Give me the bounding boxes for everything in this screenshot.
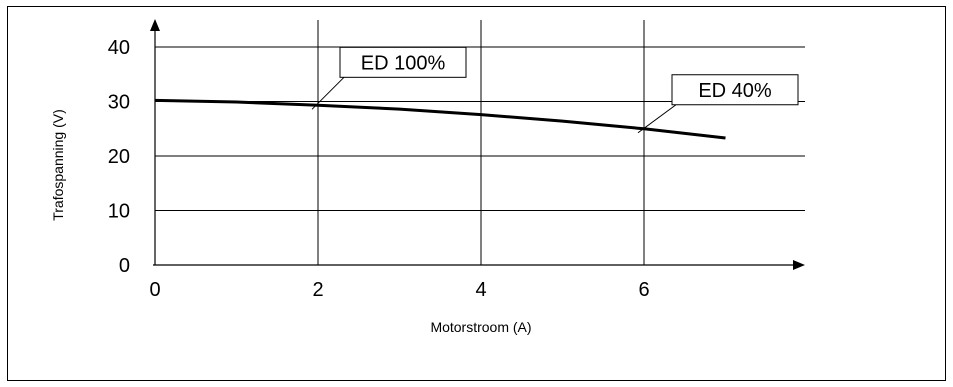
chart-frame <box>7 6 946 381</box>
annotation-leader <box>637 104 677 134</box>
y-tick-label: 0 <box>119 255 130 277</box>
y-tick-label: 40 <box>108 37 130 59</box>
x-tick-label: 4 <box>475 279 486 301</box>
x-axis-arrow <box>793 260 805 270</box>
grid-lines <box>155 20 805 265</box>
annotation-box <box>339 46 467 78</box>
y-tick-label: 20 <box>108 146 130 168</box>
y-tick-label: 10 <box>108 201 130 223</box>
annotation-box <box>671 74 799 106</box>
y-axis-label: Trafospanning (V) <box>50 109 66 221</box>
y-tick-label: 30 <box>108 92 130 114</box>
annotation-leader <box>311 76 345 110</box>
x-tick-label: 0 <box>149 279 160 301</box>
x-tick-labels: 0 2 4 6 <box>149 279 649 301</box>
annotation-label: ED 100% <box>361 52 446 74</box>
y-tick-labels: 0 10 20 30 40 <box>108 37 130 277</box>
annotations: ED 100% ED 40% <box>311 46 799 134</box>
y-axis-arrow <box>150 19 160 31</box>
x-tick-label: 6 <box>638 279 649 301</box>
series-line <box>154 98 726 140</box>
annotation-label: ED 40% <box>698 80 772 102</box>
x-tick-label: 2 <box>312 279 323 301</box>
x-axis-label: Motorstroom (A) <box>430 319 531 335</box>
axes <box>150 19 805 270</box>
